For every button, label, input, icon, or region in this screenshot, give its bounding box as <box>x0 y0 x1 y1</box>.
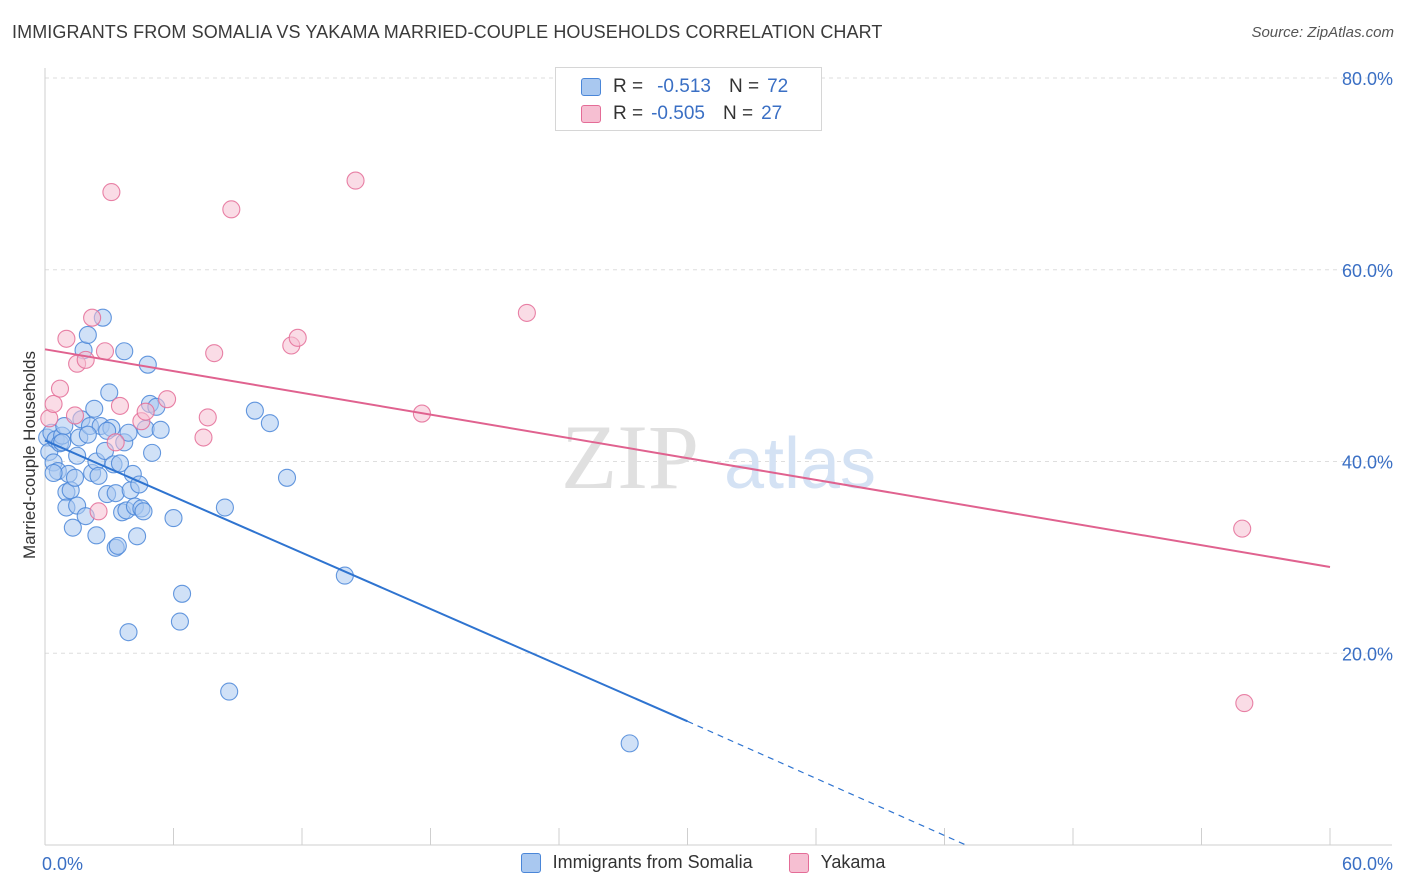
point-yakama <box>110 396 130 415</box>
point-somalia <box>143 443 162 462</box>
series-legend: Immigrants from Somalia Yakama <box>0 852 1406 873</box>
trend-line-somalia-extension <box>687 720 967 846</box>
trend-lines <box>44 348 1331 846</box>
point-somalia <box>260 414 279 433</box>
legend-r-value: -0.505 <box>651 103 705 124</box>
point-somalia <box>215 498 234 517</box>
point-somalia <box>173 584 192 603</box>
legend-label-yakama: Yakama <box>820 852 886 872</box>
y-tick-label: 60.0% <box>1342 261 1393 281</box>
point-somalia <box>170 612 189 631</box>
point-yakama <box>194 428 213 447</box>
x-tick-label: 60.0% <box>1342 854 1393 874</box>
point-yakama <box>65 406 85 425</box>
point-yakama <box>158 390 177 409</box>
point-yakama <box>57 329 76 348</box>
point-yakama <box>95 342 115 361</box>
source-label: Source: ZipAtlas.com <box>1251 24 1394 41</box>
point-yakama <box>76 350 95 369</box>
point-yakama <box>1235 694 1254 713</box>
point-yakama <box>517 303 536 322</box>
point-yakama <box>50 379 70 398</box>
legend-r-label: R = <box>613 76 644 97</box>
correlation-legend: R = -0.513 N = 72 R = -0.505 N = 27 <box>555 67 822 131</box>
y-tick-label: 80.0% <box>1342 69 1393 89</box>
y-axis-label: Married-couple Households <box>20 351 39 559</box>
point-yakama <box>222 200 241 219</box>
point-yakama <box>106 433 125 452</box>
point-somalia <box>89 466 108 485</box>
point-yakama <box>102 183 121 202</box>
point-yakama <box>288 328 307 347</box>
legend-swatch-blue <box>520 852 541 873</box>
point-somalia <box>119 623 138 642</box>
point-yakama <box>44 394 63 414</box>
y-tick-label: 20.0% <box>1342 644 1393 664</box>
legend-item-somalia[interactable]: Immigrants from Somalia <box>520 852 753 873</box>
point-somalia <box>119 423 138 442</box>
tick-labels: 20.0% 40.0% 60.0% 80.0% 0.0% 60.0% <box>42 69 1393 874</box>
point-somalia <box>245 401 264 420</box>
legend-n-value: 72 <box>767 76 789 97</box>
point-yakama <box>346 171 365 190</box>
legend-n-label: N = <box>728 76 760 97</box>
point-somalia <box>115 342 134 361</box>
point-yakama <box>136 402 155 421</box>
axes <box>44 68 1392 846</box>
watermark-atlas: atlas <box>724 424 876 504</box>
point-somalia <box>164 509 183 528</box>
point-yakama <box>205 344 224 363</box>
legend-row-somalia: R = -0.513 N = 72 <box>581 76 788 98</box>
gridlines <box>45 77 1392 654</box>
point-somalia <box>110 454 130 473</box>
point-somalia <box>108 536 127 555</box>
legend-row-yakama: R = -0.505 N = 27 <box>581 103 782 125</box>
legend-r-label: R = <box>613 103 644 124</box>
legend-n-value: 27 <box>761 103 783 124</box>
y-tick-label: 40.0% <box>1342 453 1393 473</box>
legend-r-value: -0.513 <box>657 76 711 97</box>
point-somalia <box>68 446 87 465</box>
point-somalia <box>106 484 125 503</box>
point-somalia <box>78 325 97 344</box>
point-somalia <box>100 383 119 402</box>
point-somalia <box>151 420 170 439</box>
point-somalia <box>134 502 153 521</box>
point-somalia <box>63 518 82 537</box>
point-somalia <box>138 355 157 374</box>
data-points <box>38 171 1254 753</box>
chart-title: IMMIGRANTS FROM SOMALIA VS YAKAMA MARRIE… <box>12 22 883 42</box>
trend-line-yakama <box>44 348 1331 568</box>
point-somalia <box>128 527 147 546</box>
point-yakama <box>83 308 102 327</box>
point-somalia <box>65 468 85 487</box>
legend-n-label: N = <box>722 103 754 124</box>
legend-swatch-pink <box>788 852 809 873</box>
point-yakama <box>198 408 217 427</box>
point-somalia <box>220 682 239 701</box>
trend-line-somalia <box>44 439 688 723</box>
point-somalia <box>78 425 97 444</box>
point-somalia <box>44 463 63 483</box>
point-somalia <box>85 399 104 418</box>
point-somalia <box>277 468 297 487</box>
point-yakama <box>89 502 108 521</box>
x-tick-label: 0.0% <box>42 854 83 874</box>
point-somalia <box>620 734 639 753</box>
point-somalia <box>87 526 106 545</box>
legend-swatch-pink <box>581 105 601 123</box>
legend-item-yakama[interactable]: Yakama <box>788 852 886 873</box>
point-yakama <box>1233 519 1252 538</box>
legend-swatch-blue <box>581 78 601 96</box>
legend-label-somalia: Immigrants from Somalia <box>552 852 753 872</box>
